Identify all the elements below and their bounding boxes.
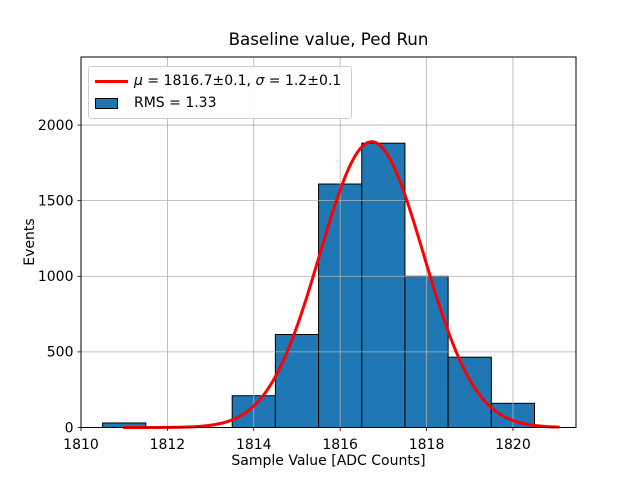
legend-line-swatch [95,75,128,89]
legend: μ = 1816.7±0.1, σ = 1.2±0.1 RMS = 1.33 [88,66,353,119]
x-tick-label: 1818 [409,437,445,453]
chart-title: Baseline value, Ped Run [228,29,429,49]
line-swatch-icon [95,79,128,84]
legend-label-text: RMS = 1.33 [134,95,217,111]
histogram-bar [447,356,492,428]
x-tick-label: 1814 [236,437,272,453]
x-tick-label: 1812 [150,437,186,453]
legend-patch-swatch [95,97,128,111]
y-tick-label: 1500 [38,193,74,209]
x-tick-label: 1810 [63,437,99,453]
legend-label-symbol: σ [255,73,265,89]
legend-label-symbol: μ [134,73,143,89]
x-tick-label: 1816 [322,437,358,453]
legend-label: μ = 1816.7±0.1, σ = 1.2±0.1 [134,73,341,90]
legend-entry: RMS = 1.33 [95,95,341,112]
y-tick-label: 1000 [38,269,74,285]
y-tick-label: 0 [65,420,74,436]
fit-curve [122,140,560,429]
y-tick-label: 500 [47,345,74,361]
x-axis-label: Sample Value [ADC Counts] [231,453,426,469]
x-tick-label: 1820 [495,437,531,453]
legend-label: RMS = 1.33 [134,95,217,112]
legend-entry: μ = 1816.7±0.1, σ = 1.2±0.1 [95,73,341,90]
patch-swatch-icon [95,98,118,109]
axes-spine [80,56,577,428]
histogram-bar [361,142,406,428]
y-tick-label: 2000 [38,118,74,134]
legend-label-text: = 1.2±0.1 [264,73,342,89]
histogram-bar [274,334,320,428]
legend-label-text: = 1816.7±0.1, [142,73,256,89]
y-axis-label: Events [22,218,38,266]
